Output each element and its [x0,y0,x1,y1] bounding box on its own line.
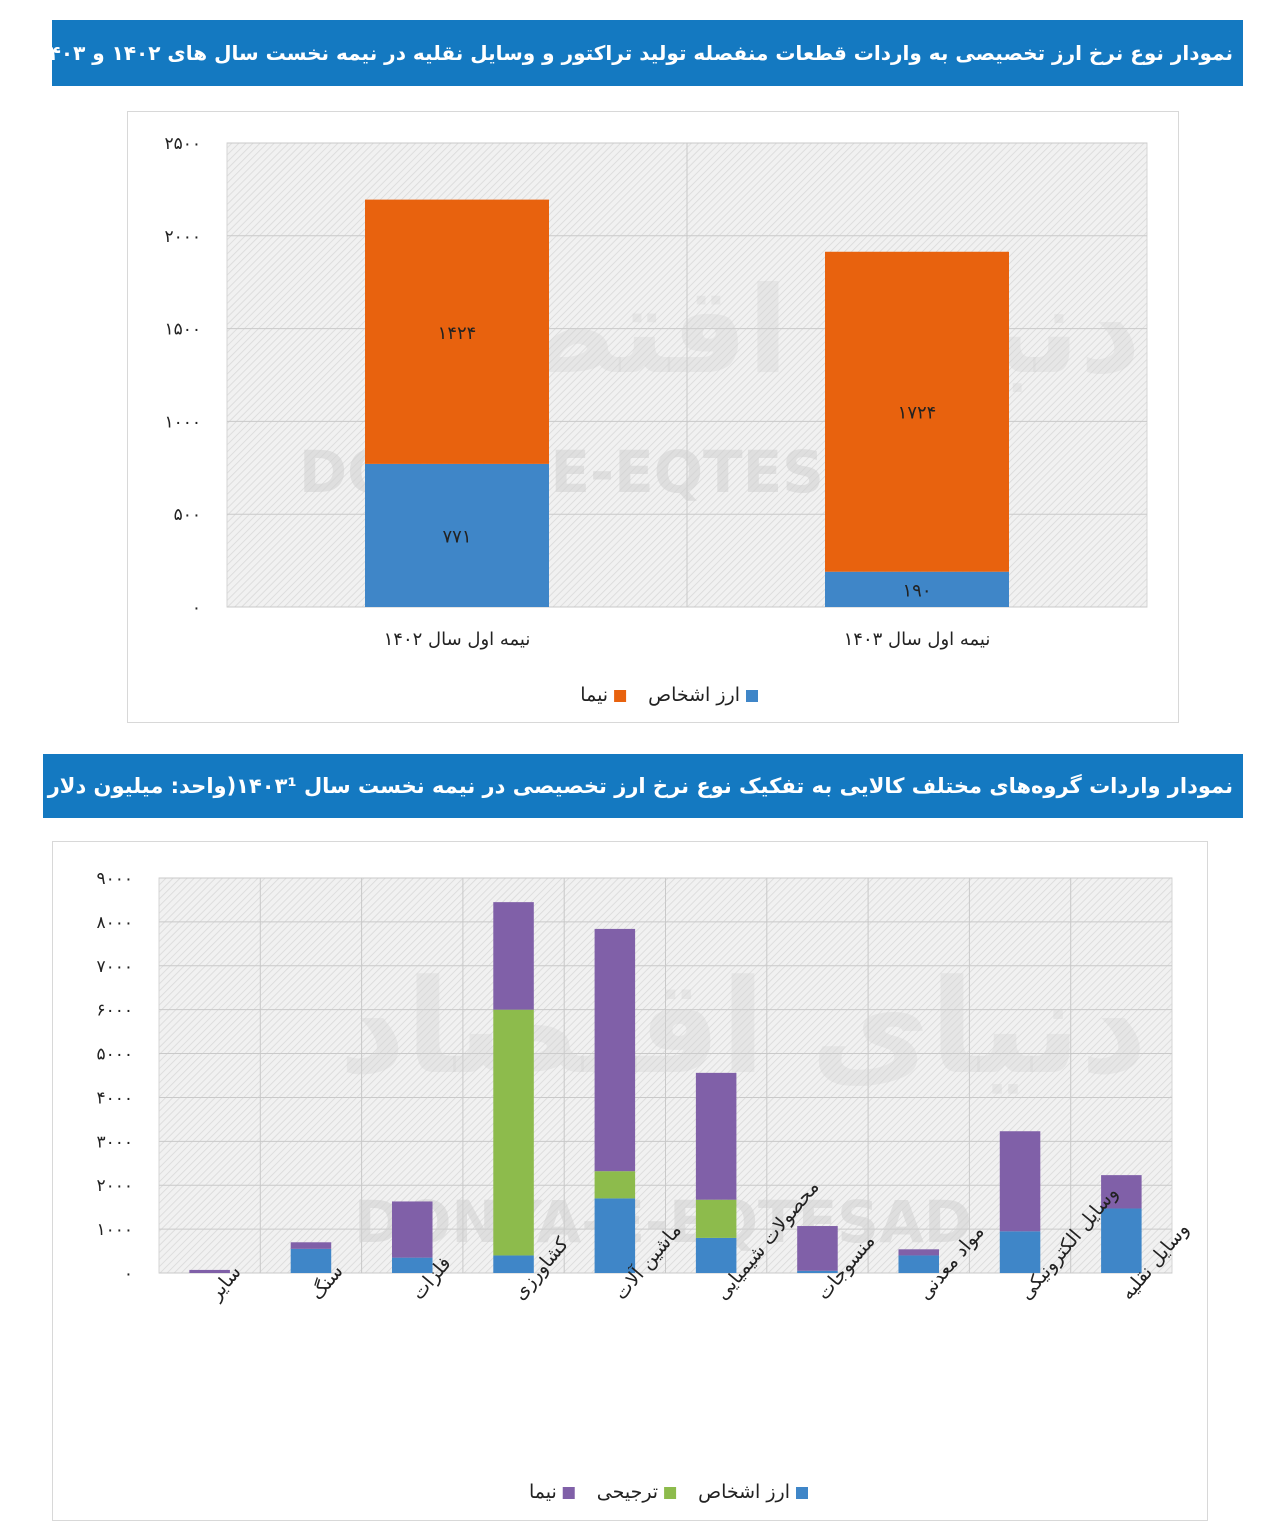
y-tick-label: ۴۰۰۰ [96,1088,133,1108]
chart-panel-top: DONYA-E-EQTESAD دنیای اقتصاد ۰ ۵۰۰ ۱۰۰۰ ۱۵۰… [127,111,1179,723]
legend: ارز اشخاص نیما [580,684,758,706]
bar-segment [391,1257,433,1273]
data-label: ۱۴۲۴ [438,323,477,344]
bar-segment [391,1201,433,1258]
chart-title-top: نمودار نوع نرخ ارز تخصیصی به واردات قطعا… [52,20,1243,86]
y-tick-label: ۰ [124,1264,133,1284]
bar-segment [695,1072,737,1200]
y-tick-label: ۳۰۰۰ [96,1132,133,1152]
y-tick-label: ۲۰۰۰ [96,1176,133,1196]
chart-panel-bottom: DONYA-E-EQTESAD دنیای اقتصاد ۰ ۱۰۰۰ ۲۰۰۰ ۳۰… [52,841,1208,1521]
watermark-persian: دنیای اقتصاد [339,951,1147,1103]
bar-segment [493,1255,534,1273]
watermark-latin: DONYA-E-EQTESAD [354,1188,972,1256]
legend-label: ترجیحی [597,1481,658,1503]
stacked-bar-chart-top: DONYA-E-EQTESAD دنیای اقتصاد ۰۵۰۰۱۰۰۰۱۵۰… [164,134,1148,706]
bar-segment [594,1171,636,1199]
bar-segment [797,1270,838,1273]
bar-segment [898,1255,940,1273]
y-tick-label: ۶۰۰۰ [96,1001,133,1021]
y-tick-label: ۲۵۰۰ [164,134,201,154]
y-tick-label: ۸۰۰۰ [96,913,133,933]
chart-title-bottom: نمودار واردات گروه‌های مختلف کالایی به ت… [43,754,1243,818]
stacked-bar-chart-bottom: DONYA-E-EQTESAD دنیای اقتصاد ۰ ۱۰۰۰ ۲۰۰۰ ۳۰… [96,869,1193,1503]
bars [189,902,1142,1273]
y-tick-label: ۵۰۰ [174,505,201,525]
bar-segment [594,1198,636,1273]
y-axis: ۰ ۱۰۰۰ ۲۰۰۰ ۳۰۰۰ ۴۰۰۰ ۵۰۰۰ ۶۰۰۰ ۷۰۰۰ ۸۰۰۰ ۹۰۰۰ [96,869,133,1284]
legend-swatch [796,1487,808,1499]
y-tick-label: ۰ [192,598,201,618]
bar-segment [493,902,534,1010]
y-tick-label: ۱۰۰۰ [96,1220,133,1240]
legend-label: نیما [529,1481,557,1503]
y-tick-label: ۹۰۰۰ [96,869,133,889]
y-tick-label: ۷۰۰۰ [96,957,133,977]
y-tick-label: ۱۵۰۰ [164,320,201,340]
bar-segment [825,251,1009,572]
bar-segment [594,928,636,1172]
legend-label: نیما [580,684,608,706]
bar-segment [189,1269,230,1273]
y-tick-label: ۲۰۰۰ [164,227,201,247]
bar-segment [695,1199,737,1238]
data-label: ۷۷۱ [442,526,471,547]
bar-segment [290,1248,332,1273]
legend-label: ارز اشخاص [648,684,740,706]
data-label: ۱۹۰ [902,580,931,601]
x-axis: نیمه اول سال ۱۴۰۲ نیمه اول سال ۱۴۰۳ [384,629,991,650]
x-tick-label: نیمه اول سال ۱۴۰۳ [844,629,991,650]
y-axis: ۰ ۵۰۰ ۱۰۰۰ ۱۵۰۰ ۲۰۰۰ ۲۵۰۰ [164,134,201,618]
bar-segment [365,463,549,607]
x-tick-label: نیمه اول سال ۱۴۰۲ [384,629,531,650]
data-label: ۱۷۲۴ [898,403,937,424]
legend-label: ارز اشخاص [698,1481,790,1503]
bar-segment [999,1231,1041,1273]
legend-swatch [746,690,758,702]
bar-segment [1101,1208,1142,1273]
bar-segment [825,571,1009,607]
bar-segment [493,1009,534,1256]
y-tick-label: ۱۰۰۰ [164,412,201,432]
y-tick-label: ۵۰۰۰ [96,1045,133,1065]
bar-segment [999,1131,1041,1232]
legend-swatch [614,690,627,702]
bar-segment [1101,1175,1142,1209]
legend: ارز اشخاص ترجیحی نیما [529,1481,808,1503]
bar-segment [797,1226,838,1271]
bar-segment [695,1237,737,1273]
bar-segment [365,199,549,464]
bars: ۷۷۱ ۱۴۲۴ ۱۹۰ ۱۷۲۴ [365,199,1009,607]
bar-segment [290,1242,332,1249]
legend-swatch [664,1487,677,1499]
bar-segment [898,1249,940,1256]
legend-swatch [562,1487,575,1499]
